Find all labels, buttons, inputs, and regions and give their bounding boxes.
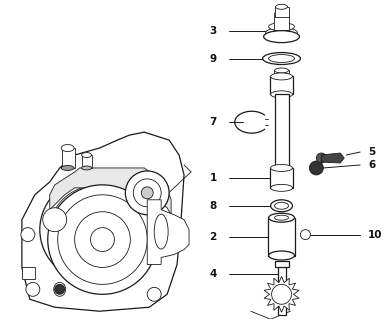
Ellipse shape [275, 68, 288, 73]
Ellipse shape [269, 23, 295, 31]
Text: 6: 6 [368, 160, 375, 170]
Circle shape [271, 284, 291, 304]
Circle shape [48, 185, 157, 294]
Ellipse shape [82, 153, 92, 157]
Text: 3: 3 [209, 26, 217, 36]
Circle shape [21, 228, 35, 242]
Bar [275, 94, 288, 174]
Bar [275, 7, 288, 17]
Ellipse shape [271, 184, 293, 191]
Text: 8: 8 [209, 201, 217, 211]
Polygon shape [147, 200, 189, 264]
Ellipse shape [276, 4, 288, 9]
Circle shape [300, 230, 310, 240]
Circle shape [75, 212, 131, 268]
Ellipse shape [82, 166, 92, 170]
Ellipse shape [54, 282, 66, 296]
Polygon shape [22, 268, 35, 279]
Ellipse shape [50, 185, 149, 275]
Ellipse shape [61, 145, 74, 152]
Text: 5: 5 [368, 147, 375, 157]
Circle shape [141, 187, 153, 199]
Text: 4: 4 [209, 269, 217, 279]
Ellipse shape [269, 54, 295, 62]
Ellipse shape [275, 202, 288, 209]
Bar [274, 15, 290, 30]
Ellipse shape [266, 28, 298, 38]
Circle shape [133, 179, 161, 207]
Polygon shape [62, 148, 75, 168]
Ellipse shape [275, 215, 288, 220]
Circle shape [26, 282, 40, 296]
Circle shape [55, 284, 65, 294]
Circle shape [147, 287, 161, 301]
Ellipse shape [154, 214, 168, 249]
Circle shape [316, 153, 326, 163]
Text: 1: 1 [209, 173, 217, 183]
Ellipse shape [269, 213, 295, 222]
Ellipse shape [271, 200, 293, 212]
Ellipse shape [269, 251, 295, 260]
Text: 2: 2 [209, 232, 217, 242]
Ellipse shape [61, 165, 74, 171]
Polygon shape [321, 153, 344, 163]
Circle shape [90, 228, 114, 252]
Ellipse shape [263, 52, 300, 65]
Bar [275, 261, 288, 268]
Circle shape [43, 208, 67, 232]
Bar [274, 70, 290, 78]
Circle shape [126, 171, 169, 215]
Polygon shape [50, 168, 171, 215]
Polygon shape [22, 132, 184, 311]
Text: 7: 7 [209, 117, 217, 127]
Ellipse shape [271, 91, 293, 98]
Text: 9: 9 [210, 53, 217, 64]
Polygon shape [82, 155, 92, 168]
Ellipse shape [275, 11, 288, 17]
Polygon shape [264, 276, 299, 312]
Circle shape [310, 161, 323, 175]
Bar [278, 263, 286, 315]
Ellipse shape [271, 164, 293, 172]
Text: 10: 10 [368, 230, 383, 240]
Bar [268, 218, 295, 255]
Ellipse shape [40, 175, 159, 284]
Bar [270, 76, 293, 94]
Ellipse shape [271, 73, 293, 80]
Ellipse shape [264, 31, 300, 43]
Circle shape [58, 195, 147, 284]
Bar [270, 168, 293, 188]
